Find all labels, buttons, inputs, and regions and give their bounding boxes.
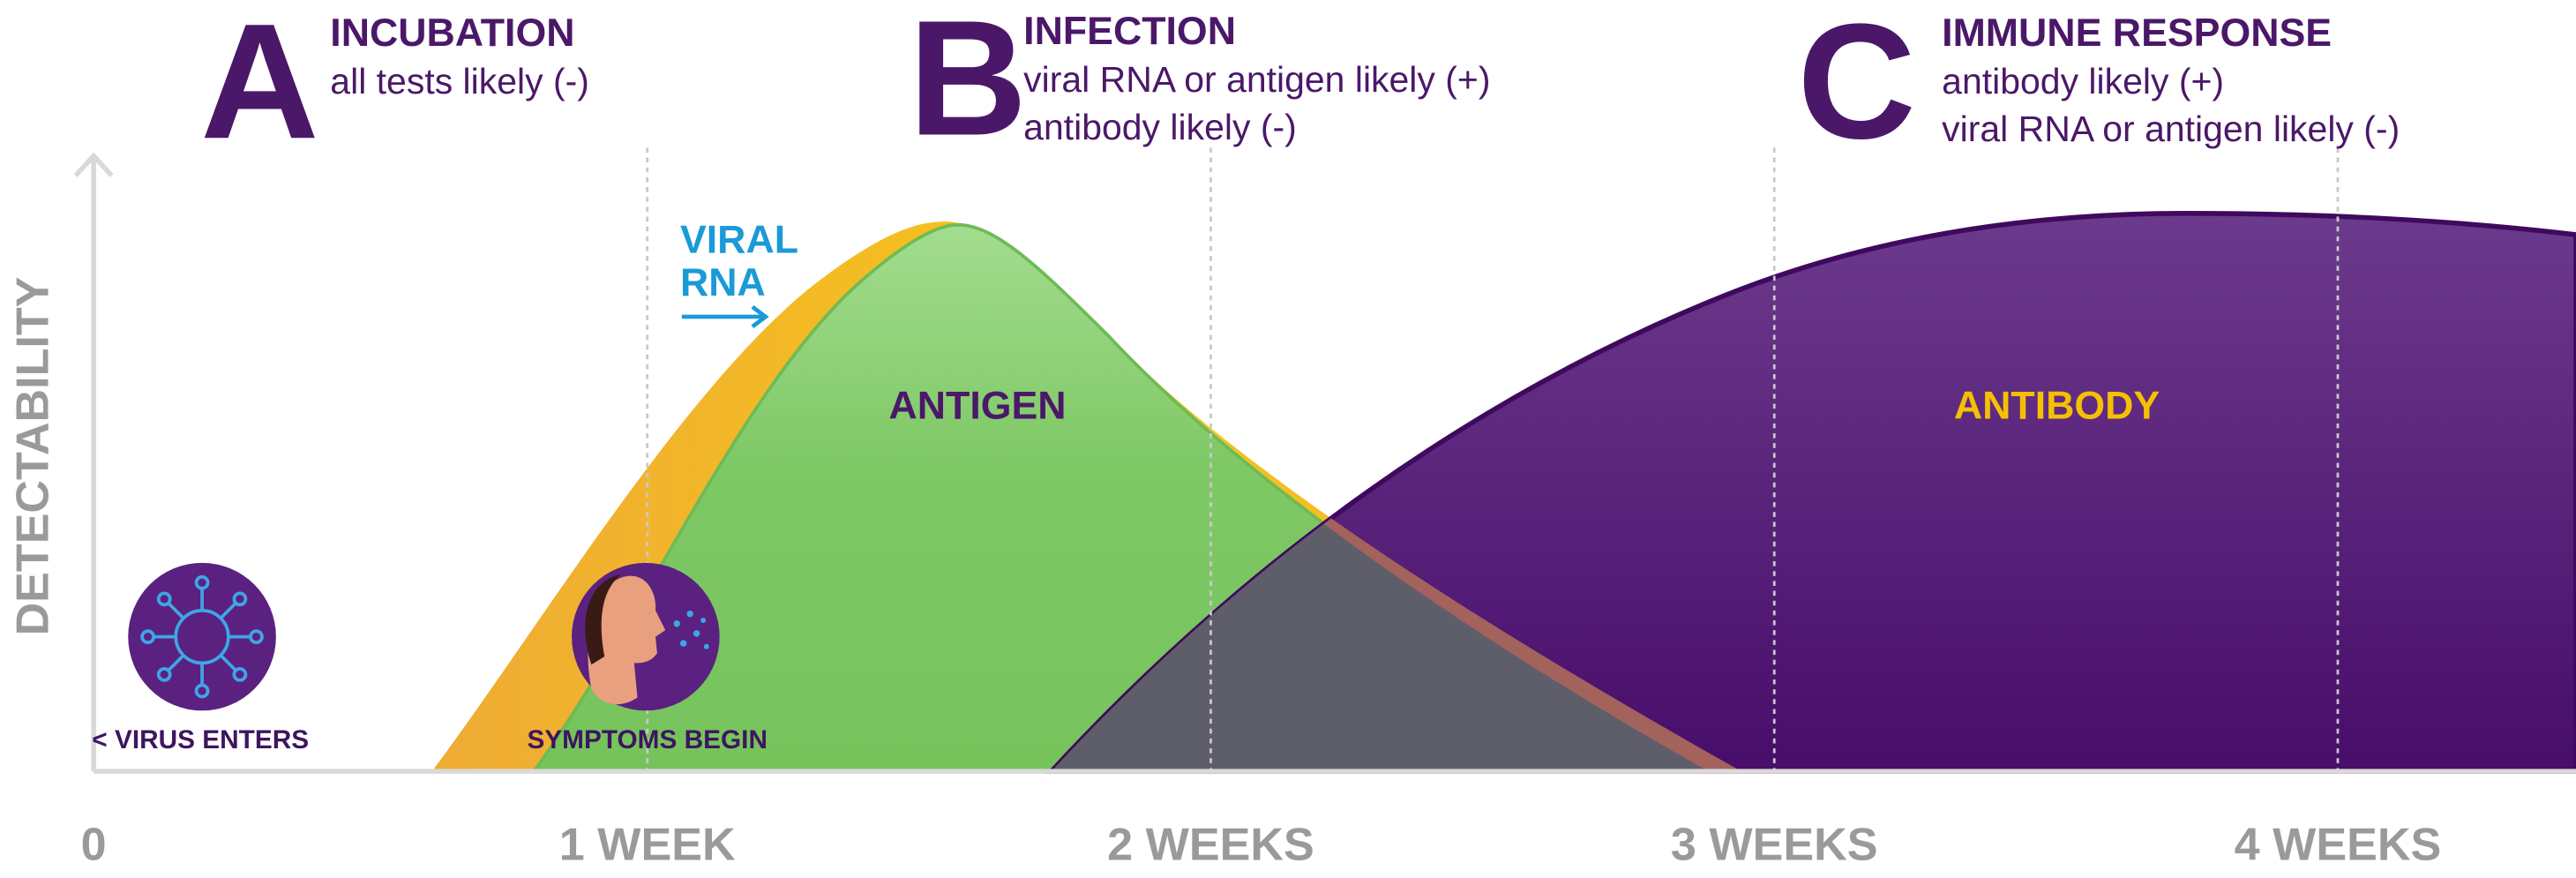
x-axis-label: 0 [81,820,107,871]
phase-line: antibody likely (-) [1023,107,1297,147]
x-axis-label: 2 WEEKS [1107,820,1314,871]
antigen-label: ANTIGEN [888,384,1066,427]
phase-line: all tests likely (-) [330,61,589,101]
x-axis-label: 4 WEEKS [2235,820,2442,871]
y-axis-label: DETECTABILITY [8,277,59,636]
x-axis-label: 1 WEEK [559,820,736,871]
phase-line: antibody likely (+) [1942,61,2224,101]
phase-letter: C [1797,0,1915,173]
event-label: SYMPTOMS BEGIN [527,725,768,754]
page: DETECTABILITY 0 1 WEEK 2 WEEKS 3 WEEKS 4… [0,0,2576,878]
phase-letter: A [200,0,318,173]
phase-title: IMMUNE RESPONSE [1942,11,2332,55]
viral-rna-arrow [682,307,766,326]
phase-title: INCUBATION [330,11,574,55]
phase-line: viral RNA or antigen likely (+) [1023,59,1490,100]
phase-letter: B [909,0,1027,169]
viral-rna-label: VIRAL [680,218,798,261]
event-label: < VIRUS ENTERS [92,725,309,754]
viral-rna-label: RNA [680,261,766,304]
symptoms-icon [572,563,720,710]
infographic: DETECTABILITY 0 1 WEEK 2 WEEKS 3 WEEKS 4… [0,0,2576,878]
x-axis-label: 3 WEEKS [1671,820,1878,871]
phase-title: INFECTION [1023,10,1236,53]
virus-icon [128,563,276,710]
phase-line: viral RNA or antigen likely (-) [1942,109,2400,149]
antibody-label: ANTIBODY [1954,384,2160,427]
icon-circle [128,563,276,710]
